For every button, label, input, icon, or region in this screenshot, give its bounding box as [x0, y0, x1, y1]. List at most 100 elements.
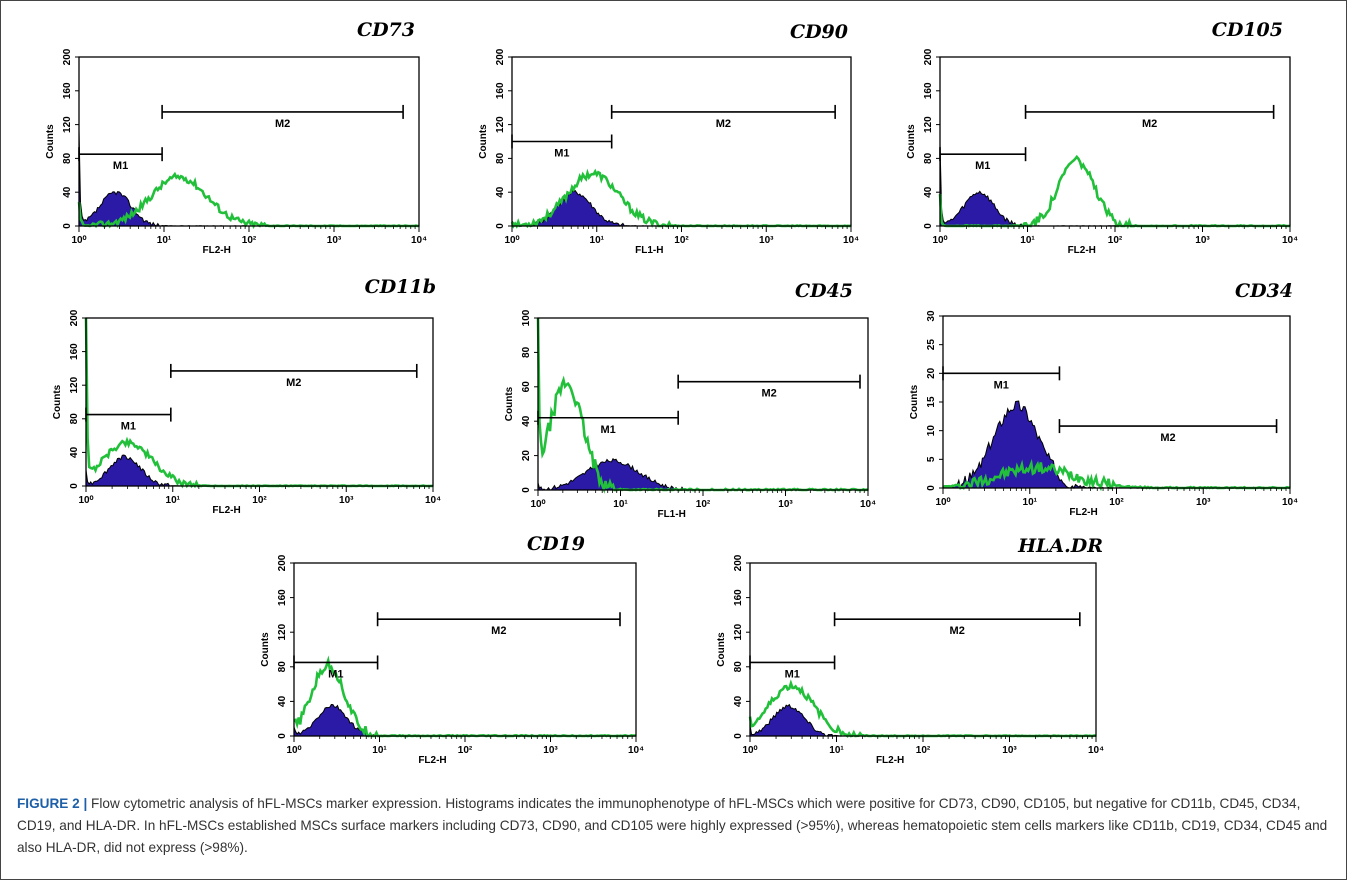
y-tick-label: 15 [926, 396, 937, 408]
x-tick-label: 10⁴ [860, 499, 876, 510]
x-tick-label: 10³ [1002, 745, 1017, 756]
plot-frame [939, 56, 1291, 227]
x-axis-label: FL2-H [203, 245, 231, 256]
y-tick-label: 40 [521, 415, 532, 427]
histogram-cd19: CD19 0 40 80 120 160 200 Counts 10⁰ 10¹ 10² 10³ 10⁴ F… [260, 533, 644, 766]
y-tick-label: 5 [926, 456, 937, 462]
gate-m2: M2 [677, 374, 861, 400]
series-stained-histogram [536, 317, 869, 494]
y-axis-label: Counts [909, 384, 920, 419]
x-tick-label: 10⁰ [530, 499, 545, 510]
gate-m1: M1 [78, 147, 163, 172]
x-tick-label: 10⁰ [935, 497, 950, 508]
gate-label: M1 [121, 421, 136, 433]
gate-m2: M2 [610, 104, 836, 130]
x-tick-label: 10³ [327, 235, 342, 246]
x-tick-label: 10⁴ [1282, 235, 1298, 246]
x-tick-label: 10⁰ [742, 745, 757, 756]
chart-title: CD11b [365, 276, 436, 298]
x-tick-label: 10⁴ [411, 235, 427, 246]
gate-m1: M1 [942, 366, 1061, 391]
y-tick-label: 120 [62, 116, 73, 133]
gate-m1: M1 [293, 655, 379, 680]
y-tick-label: 100 [521, 309, 532, 326]
figure-caption-text: Flow cytometric analysis of hFL-MSCs mar… [17, 796, 1328, 855]
x-tick-label: 10⁴ [1088, 745, 1104, 756]
x-tick-label: 10² [1108, 235, 1123, 246]
x-tick-label: 10¹ [829, 745, 844, 756]
gate-label: M1 [554, 148, 569, 160]
x-tick-label: 10³ [1195, 235, 1210, 246]
y-tick-label: 160 [733, 589, 744, 606]
y-tick-label: 120 [923, 116, 934, 133]
gate-label: M2 [1160, 432, 1175, 444]
y-tick-label: 80 [69, 413, 80, 425]
x-tick-label: 10⁰ [504, 235, 519, 246]
x-axis-label: FL2-H [418, 755, 446, 766]
chart-title: HLA.DR [1017, 535, 1103, 557]
gate-label: M2 [491, 625, 506, 637]
y-tick-label: 0 [521, 487, 532, 493]
plot-frame [749, 562, 1097, 737]
chart-title: CD34 [1235, 280, 1293, 302]
y-tick-label: 160 [495, 82, 506, 99]
y-tick-label: 120 [733, 623, 744, 640]
x-tick-label: 10⁴ [843, 235, 859, 246]
figure-caption-label: FIGURE 2 | [17, 796, 88, 811]
y-axis-label: Counts [52, 384, 63, 419]
y-axis-label: Counts [45, 124, 56, 159]
histogram-hla-dr: HLA.DR 0 40 80 120 160 200 Counts 10⁰ 10¹ 10² 10³ 10… [716, 535, 1104, 766]
x-axis-label: FL2-H [1069, 507, 1097, 518]
y-tick-label: 80 [521, 346, 532, 358]
histogram-cd45: CD45 0 20 40 60 80 100 Counts 10⁰ 10¹ 10² 10³ 10⁴ FL1… [504, 280, 876, 520]
y-tick-label: 80 [62, 152, 73, 164]
gate-m1: M1 [939, 147, 1027, 172]
y-tick-label: 0 [733, 733, 744, 739]
histogram-cd34: CD34 0 5 10 15 20 25 30 Counts 10⁰ 10¹ 10² 10³ 10⁴ FL2… [909, 280, 1298, 518]
histogram-cd90: CD90 0 40 80 120 160 200 Counts 10⁰ 10¹ 10² 10³ 10⁴ F… [478, 21, 859, 256]
y-tick-label: 10 [926, 425, 937, 437]
x-tick-label: 10¹ [166, 495, 181, 506]
x-tick-label: 10⁴ [425, 495, 441, 506]
plot-frame [78, 56, 420, 227]
gate-m2: M2 [161, 104, 404, 130]
x-tick-label: 10⁴ [1282, 497, 1298, 508]
plot-frame [293, 562, 637, 737]
x-tick-label: 10² [458, 745, 473, 756]
y-axis-label: Counts [906, 124, 917, 159]
y-tick-label: 200 [733, 554, 744, 571]
x-tick-label: 10⁴ [628, 745, 644, 756]
gate-label: M2 [950, 625, 965, 637]
series-control-histogram [78, 130, 420, 227]
y-tick-label: 40 [277, 695, 288, 707]
y-tick-label: 40 [69, 446, 80, 458]
y-tick-label: 200 [277, 554, 288, 571]
y-tick-label: 40 [62, 186, 73, 198]
y-tick-label: 25 [926, 339, 937, 351]
gate-label: M2 [761, 388, 776, 400]
histogram-cd11b: CD11b 0 40 80 120 160 200 Counts 10⁰ 10¹ 10² 10³ 10⁴… [52, 276, 441, 516]
gate-label: M2 [275, 118, 290, 130]
x-tick-label: 10⁰ [932, 235, 947, 246]
chart-title: CD105 [1212, 19, 1283, 41]
x-tick-label: 10¹ [590, 235, 605, 246]
gate-m2: M2 [1024, 104, 1275, 130]
gate-label: M1 [785, 668, 800, 680]
series-control-histogram [85, 454, 433, 487]
gate-label: M1 [113, 160, 128, 172]
series-control-histogram [293, 703, 637, 737]
x-tick-label: 10⁰ [78, 495, 93, 506]
x-tick-label: 10² [916, 745, 931, 756]
figure-caption: FIGURE 2 | Flow cytometric analysis of h… [17, 793, 1332, 859]
y-axis-label: Counts [716, 632, 727, 667]
x-tick-label: 10² [252, 495, 267, 506]
y-tick-label: 80 [733, 661, 744, 673]
y-tick-label: 40 [495, 186, 506, 198]
x-tick-label: 10² [674, 235, 689, 246]
series-control-histogram [749, 703, 1097, 737]
chart-title: CD19 [527, 533, 585, 555]
gate-m2: M2 [170, 363, 418, 389]
gate-label: M2 [716, 118, 731, 130]
x-tick-label: 10¹ [372, 745, 387, 756]
